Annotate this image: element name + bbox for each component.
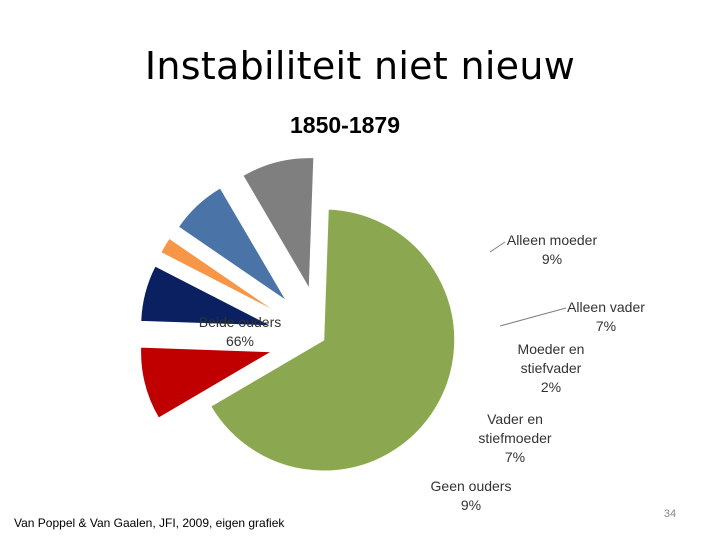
pie-slice-moeder-en-stiefvader [160,237,278,313]
chart-title: 1850-1879 [290,112,400,138]
pie-slice-geen-ouders [242,157,315,291]
pie-slice-alleen-moeder [140,346,274,419]
data-label-beide-ouders: Beide ouders 66% [199,314,282,349]
data-label-moeder-en-stiefvader: Moeder en stiefvader 2% [518,341,585,395]
leader-line [499,307,567,327]
pie-slice-alleen-vader [140,265,272,327]
leader-line [489,241,506,253]
slide-title: Instabiliteit niet nieuw [144,44,576,88]
data-label-alleen-vader: Alleen vader 7% [567,299,645,334]
data-label-geen-ouders: Geen ouders 9% [431,478,512,513]
pie-slice-beide-ouders [210,208,456,472]
pie-slice-vader-en-stiefmoeder [177,187,287,302]
source-footer: Van Poppel & Van Gaalen, JFI, 2009, eige… [14,516,285,530]
page-number: 34 [663,508,677,520]
data-label-alleen-moeder: Alleen moeder 9% [507,232,598,267]
data-label-vader-en-stiefmoeder: Vader en stiefmoeder 7% [478,411,551,465]
